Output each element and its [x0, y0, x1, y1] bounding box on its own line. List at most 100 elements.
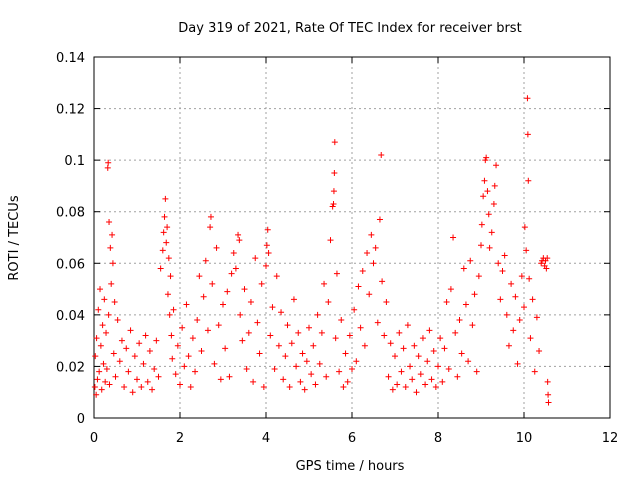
data-point	[342, 350, 349, 357]
data-point	[168, 332, 175, 339]
data-point	[107, 244, 114, 251]
data-point	[252, 255, 259, 262]
data-point	[469, 322, 476, 329]
y-tick-label: 0.1	[64, 154, 85, 169]
data-point	[103, 329, 110, 336]
data-point	[129, 389, 136, 396]
data-point	[376, 216, 383, 223]
data-point	[538, 260, 545, 267]
data-point	[105, 311, 112, 318]
data-point	[439, 378, 446, 385]
data-point	[172, 371, 179, 378]
data-point	[163, 239, 170, 246]
data-point	[179, 324, 186, 331]
data-point	[462, 301, 469, 308]
x-tick-label: 6	[348, 431, 356, 446]
data-point	[280, 376, 287, 383]
data-point	[493, 162, 500, 169]
data-point	[370, 260, 377, 267]
data-point	[144, 378, 151, 385]
data-point	[518, 273, 525, 280]
data-point	[116, 358, 123, 365]
data-point	[278, 309, 285, 316]
data-point	[108, 280, 115, 287]
data-point	[295, 329, 302, 336]
data-point	[250, 378, 257, 385]
data-point	[543, 265, 550, 272]
data-point	[118, 337, 125, 344]
data-point	[545, 399, 552, 406]
data-point	[336, 368, 343, 375]
data-point	[109, 260, 116, 267]
data-point	[101, 296, 108, 303]
data-point	[258, 280, 265, 287]
data-point	[230, 249, 237, 256]
data-point	[213, 244, 220, 251]
data-point	[404, 322, 411, 329]
data-point	[192, 368, 199, 375]
data-point	[398, 368, 405, 375]
data-point	[224, 288, 231, 295]
data-point	[381, 332, 388, 339]
data-point	[142, 332, 149, 339]
x-axis-label: GPS time / hours	[296, 459, 405, 474]
data-point	[301, 386, 308, 393]
data-point	[329, 203, 336, 210]
data-point	[491, 182, 498, 189]
data-point	[432, 384, 439, 391]
data-point	[501, 252, 508, 259]
data-point	[200, 293, 207, 300]
data-point	[236, 237, 243, 244]
data-point	[333, 270, 340, 277]
data-point	[260, 384, 267, 391]
data-point	[125, 368, 132, 375]
data-point	[189, 335, 196, 342]
data-point	[379, 278, 386, 285]
data-point	[211, 360, 218, 367]
data-point	[121, 384, 128, 391]
data-point	[220, 301, 226, 308]
data-point	[97, 342, 104, 349]
data-point	[484, 188, 491, 195]
data-point	[136, 340, 143, 347]
data-point	[263, 262, 269, 269]
data-point	[521, 304, 527, 311]
data-point	[456, 317, 463, 324]
data-points	[91, 95, 552, 406]
data-point	[207, 224, 214, 231]
data-point	[452, 329, 459, 336]
data-point	[314, 311, 321, 318]
data-point	[284, 322, 291, 329]
data-point	[169, 355, 176, 362]
data-point	[102, 378, 109, 385]
data-point	[544, 255, 551, 262]
data-point	[385, 373, 392, 380]
data-point	[331, 139, 338, 146]
data-point	[146, 347, 153, 354]
data-point	[103, 366, 110, 373]
data-point	[413, 389, 420, 396]
data-point	[364, 249, 371, 256]
data-point	[297, 378, 304, 385]
data-point	[325, 298, 332, 305]
data-point	[361, 342, 368, 349]
data-point	[368, 231, 375, 238]
y-tick-label: 0	[77, 412, 85, 427]
data-point	[288, 340, 295, 347]
data-point	[486, 244, 493, 251]
data-point	[481, 177, 488, 184]
data-point	[525, 177, 532, 184]
chart-title: Day 319 of 2021, Rate Of TEC Index for r…	[178, 21, 521, 36]
data-point	[503, 311, 510, 318]
data-point	[207, 213, 214, 220]
data-point	[488, 229, 495, 236]
data-point	[202, 257, 209, 264]
data-point	[545, 391, 552, 398]
data-point	[273, 273, 280, 280]
data-point	[196, 273, 203, 280]
data-point	[473, 368, 480, 375]
data-point	[505, 342, 512, 349]
data-point	[544, 378, 551, 385]
data-point	[157, 265, 164, 272]
data-point	[392, 353, 398, 360]
